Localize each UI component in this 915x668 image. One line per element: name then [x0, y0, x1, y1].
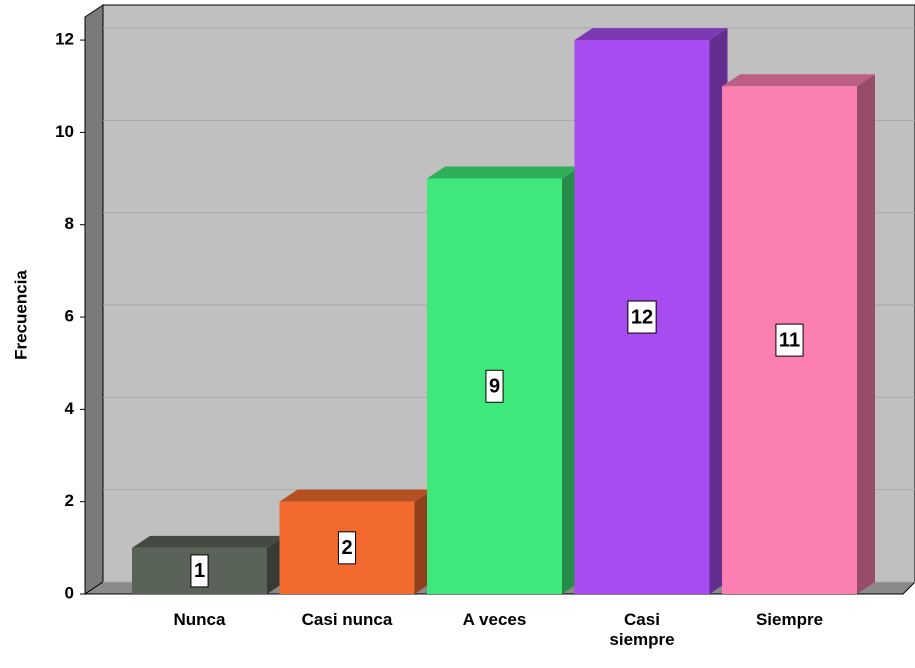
bar-side: [857, 74, 875, 595]
value-label: 1: [194, 560, 205, 582]
y-tick-label: 6: [65, 307, 74, 326]
value-label-box: [190, 554, 209, 588]
y-tick-label: 0: [65, 583, 74, 602]
bar-top: [279, 489, 433, 502]
bar-top: [722, 74, 875, 87]
y-tick-label: 4: [65, 399, 75, 418]
value-label-box: [627, 300, 657, 334]
x-tick-label: A veces: [462, 610, 527, 629]
left-wall: [84, 4, 104, 595]
bar-top: [427, 166, 580, 179]
y-tick-label: 10: [55, 122, 74, 141]
x-tick-label: Casi siempre: [609, 610, 675, 649]
value-label: 9: [489, 376, 500, 398]
bar-top: [574, 28, 728, 41]
y-tick-label: 2: [65, 491, 74, 510]
value-label: 12: [631, 306, 653, 328]
value-label-box: [337, 531, 357, 565]
y-axis-title: Frecuencia: [11, 270, 30, 360]
bar-top: [132, 535, 285, 548]
value-label-box: [485, 369, 504, 403]
y-tick-label: 8: [65, 214, 74, 233]
x-tick-label: Casi nunca: [301, 610, 393, 629]
x-tick-label: Siempre: [755, 610, 824, 629]
value-label: 2: [341, 537, 352, 559]
x-tick-label: Nunca: [173, 610, 226, 629]
value-label: 11: [779, 329, 800, 351]
value-label-box: [775, 323, 804, 357]
y-tick-label: 12: [55, 30, 74, 49]
